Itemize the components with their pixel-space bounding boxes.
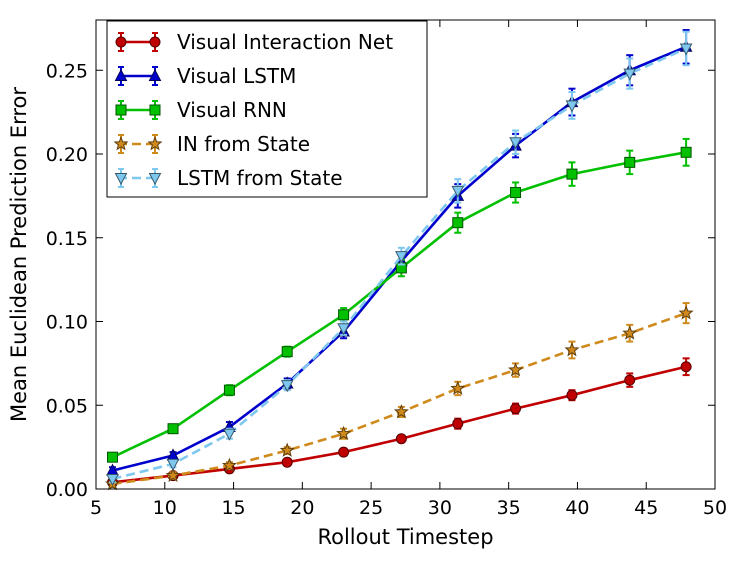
data-point: [106, 473, 119, 487]
data-point: [680, 361, 692, 373]
legend-marker: [114, 173, 128, 186]
data-point: [395, 433, 407, 445]
legend-item: Visual RNN: [115, 98, 287, 122]
x-tick-label: 25: [359, 497, 383, 519]
data-point: [679, 43, 693, 56]
y-axis-label: Mean Euclidean Prediction Error: [7, 87, 31, 422]
x-tick-label: 20: [290, 497, 314, 519]
data-point: [623, 68, 637, 81]
data-point: [167, 423, 179, 435]
data-point: [165, 467, 181, 482]
legend-label: LSTM from State: [177, 166, 343, 190]
x-tick-label: 30: [428, 497, 452, 519]
data-point: [566, 168, 578, 180]
legend-item: Visual LSTM: [114, 64, 296, 88]
data-point: [622, 325, 638, 340]
data-point: [281, 456, 293, 468]
y-tick-label: 0.05: [46, 395, 88, 417]
legend-marker: [148, 173, 162, 186]
legend-marker: [115, 104, 127, 116]
data-point: [223, 384, 235, 396]
legend: Visual Interaction Net Visual LSTM Visual …: [106, 20, 428, 198]
legend-item: LSTM from State: [114, 166, 343, 190]
series-group: [105, 29, 694, 491]
data-point: [452, 418, 464, 430]
data-point: [452, 217, 464, 229]
data-point: [510, 187, 522, 199]
data-point: [393, 404, 409, 419]
data-point: [508, 362, 524, 377]
series-line: [112, 47, 687, 481]
data-point: [279, 442, 295, 457]
data-point: [107, 451, 119, 463]
data-point: [451, 185, 465, 198]
x-tick-label: 40: [565, 497, 589, 519]
y-tick-label: 0.10: [46, 312, 88, 334]
x-tick-label: 5: [90, 497, 102, 519]
data-point: [624, 156, 636, 168]
legend-marker: [114, 68, 128, 81]
y-tick-label: 0.20: [46, 144, 88, 166]
legend-marker: [113, 136, 129, 151]
data-point: [338, 309, 350, 321]
data-point: [337, 323, 350, 336]
data-point: [624, 374, 636, 386]
data-point: [509, 137, 522, 150]
legend-marker: [147, 136, 163, 151]
y-tick-label: 0.15: [46, 228, 88, 250]
axis-ticks: 5 10 15 20 25 30 35 40 45 50 0.00 0.05 0.10 0.15 0.20 0…: [46, 20, 727, 519]
data-point: [678, 305, 694, 320]
data-point: [565, 100, 579, 113]
x-axis-label: Rollout Timestep: [317, 525, 493, 549]
series-lstm-from-state: [106, 30, 693, 487]
legend-item: IN from State: [113, 132, 310, 156]
legend-label: IN from State: [177, 132, 310, 156]
y-tick-label: 0.25: [46, 60, 88, 82]
data-point: [166, 458, 180, 471]
x-tick-label: 45: [634, 497, 658, 519]
data-point: [221, 457, 237, 472]
data-point: [510, 403, 522, 415]
x-tick-label: 35: [497, 497, 521, 519]
data-point: [281, 346, 293, 358]
y-tick-label: 0.00: [46, 479, 88, 501]
legend-marker: [149, 104, 161, 116]
data-point: [336, 425, 352, 441]
legend-marker: [115, 36, 127, 48]
x-tick-label: 15: [221, 497, 245, 519]
legend-marker: [149, 36, 161, 48]
plot-frame: [95, 19, 716, 490]
x-tick-label: 50: [703, 497, 727, 519]
legend-label: Visual RNN: [177, 98, 287, 122]
data-point: [450, 380, 466, 395]
legend-item: Visual Interaction Net: [115, 30, 393, 54]
legend-marker: [148, 68, 162, 81]
legend-label: Visual Interaction Net: [177, 30, 393, 54]
data-point: [680, 146, 692, 158]
data-point: [223, 428, 236, 441]
data-point: [338, 446, 350, 458]
data-point: [564, 342, 580, 357]
data-point: [566, 389, 578, 401]
data-point: [395, 251, 408, 264]
data-point: [280, 380, 294, 393]
legend-label: Visual LSTM: [177, 64, 296, 88]
series-in-from-state: [105, 302, 694, 491]
x-tick-label: 10: [153, 497, 177, 519]
